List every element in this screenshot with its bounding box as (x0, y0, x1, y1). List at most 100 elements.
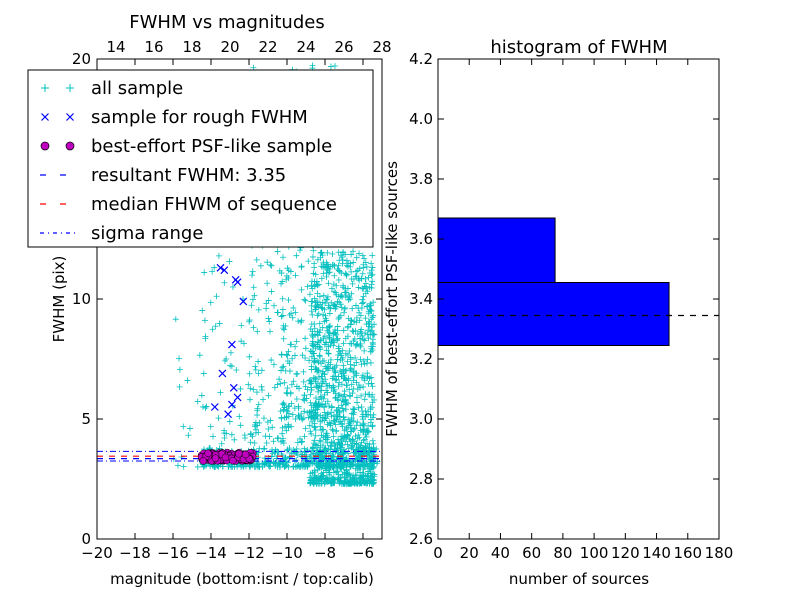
all-sample-marker (322, 436, 329, 443)
all-sample-marker (301, 433, 308, 440)
all-sample-marker (267, 328, 274, 335)
all-sample-marker (366, 465, 373, 472)
all-sample-marker (298, 286, 305, 293)
all-sample-marker (364, 356, 371, 363)
all-sample-marker (357, 340, 364, 347)
all-sample-marker (319, 324, 326, 331)
all-sample-marker (290, 304, 297, 311)
all-sample-marker (366, 283, 373, 290)
all-sample-marker (265, 315, 272, 322)
all-sample-marker (288, 341, 295, 348)
legend-label: resultant FWHM: 3.35 (91, 165, 286, 186)
all-sample-marker (306, 291, 313, 298)
all-sample-marker (328, 299, 335, 306)
all-sample-marker (318, 304, 325, 311)
rough-sample-marker (216, 263, 225, 272)
rough-sample-marker (231, 275, 240, 284)
all-sample-marker (304, 446, 311, 453)
all-sample-marker (213, 293, 220, 300)
all-sample-marker (312, 375, 319, 382)
all-sample-marker (284, 385, 291, 392)
all-sample-marker (368, 374, 375, 381)
all-sample-marker (237, 385, 244, 392)
all-sample-marker (337, 301, 344, 308)
all-sample-marker (346, 386, 353, 393)
all-sample-marker (279, 401, 286, 408)
all-sample-marker (316, 320, 323, 327)
all-sample-marker (302, 345, 309, 352)
all-sample-marker (324, 398, 331, 405)
all-sample-marker (246, 396, 253, 403)
all-sample-marker (339, 442, 346, 449)
all-sample-marker (281, 456, 288, 463)
all-sample-marker (315, 310, 322, 317)
all-sample-marker (261, 445, 268, 452)
all-sample-marker (321, 403, 328, 410)
legend-label: all sample (91, 78, 183, 99)
all-sample-marker (180, 463, 187, 470)
all-sample-marker (314, 368, 321, 375)
all-sample-marker (320, 292, 327, 299)
all-sample-marker (350, 276, 357, 283)
all-sample-marker (330, 388, 337, 395)
all-sample-marker (246, 353, 253, 360)
all-sample-marker (334, 356, 341, 363)
all-sample-marker (347, 422, 354, 429)
all-sample-marker (325, 323, 332, 330)
all-sample-marker (310, 440, 317, 447)
rough-sample-marker (220, 266, 229, 275)
all-sample-marker (361, 337, 368, 344)
all-sample-marker (308, 302, 315, 309)
rough-sample-marker (233, 393, 242, 402)
all-sample-marker (359, 372, 366, 379)
all-sample-marker (267, 417, 274, 424)
histogram-x-tick-label: 140 (642, 544, 671, 562)
all-sample-marker (312, 474, 319, 481)
all-sample-marker (352, 354, 359, 361)
scatter-ylabel: FWHM (pix) (50, 256, 68, 343)
all-sample-marker (349, 479, 356, 486)
all-sample-marker (280, 254, 287, 261)
all-sample-marker (349, 436, 356, 443)
all-sample-marker (334, 335, 341, 342)
scatter-x-tick-label: −8 (314, 544, 336, 562)
all-sample-marker (300, 378, 307, 385)
all-sample-marker (309, 444, 316, 451)
all-sample-marker (303, 395, 310, 402)
all-sample-marker (320, 311, 327, 318)
all-sample-marker (367, 455, 374, 462)
all-sample-marker (279, 424, 286, 431)
all-sample-marker (247, 439, 254, 446)
all-sample-marker (351, 406, 358, 413)
all-sample-marker (259, 460, 266, 467)
all-sample-marker (369, 391, 376, 398)
all-sample-marker (254, 328, 261, 335)
all-sample-marker (201, 269, 208, 276)
all-sample-marker (348, 381, 355, 388)
all-sample-marker (319, 305, 326, 312)
all-sample-marker (369, 464, 376, 471)
all-sample-marker (338, 437, 345, 444)
all-sample-marker (318, 250, 325, 257)
all-sample-marker (317, 353, 324, 360)
all-sample-marker (309, 311, 316, 318)
all-sample-marker (342, 350, 349, 357)
all-sample-marker (316, 293, 323, 300)
rough-sample-marker (227, 400, 236, 409)
all-sample-marker (344, 432, 351, 439)
scatter-top-tick-label: 26 (334, 38, 353, 56)
all-sample-marker (276, 376, 283, 383)
all-sample-marker (344, 358, 351, 365)
all-sample-marker (369, 460, 376, 467)
all-sample-marker (369, 437, 376, 444)
all-sample-marker (330, 459, 337, 466)
all-sample-marker (324, 478, 331, 485)
all-sample-marker (351, 318, 358, 325)
all-sample-marker (365, 274, 372, 281)
all-sample-marker (226, 418, 233, 425)
all-sample-marker (252, 366, 259, 373)
all-sample-marker (361, 360, 368, 367)
all-sample-marker (349, 443, 356, 450)
all-sample-marker (321, 446, 328, 453)
all-sample-marker (367, 348, 374, 355)
